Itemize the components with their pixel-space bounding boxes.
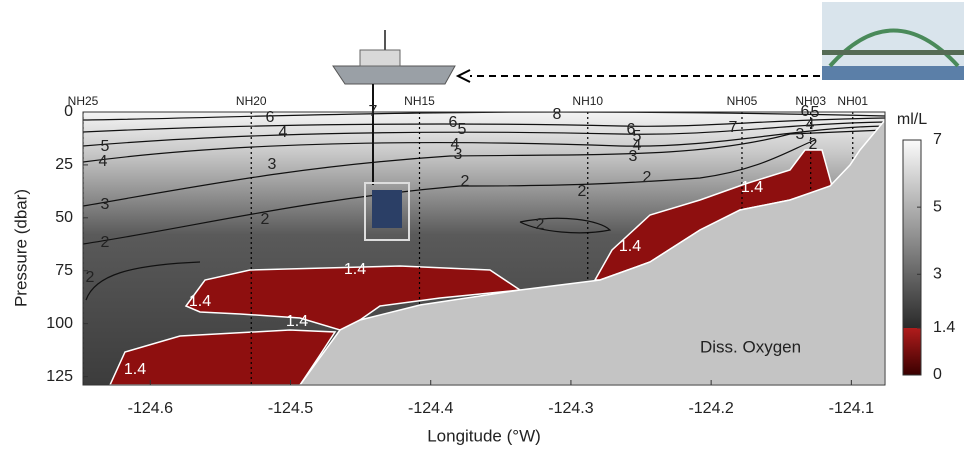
station-label: NH01 (837, 94, 868, 108)
contour-label: 2 (536, 216, 545, 233)
colorbar-tick-label: 1.4 (933, 319, 955, 336)
colorbar: 0 1.4 3 5 7 (903, 131, 955, 383)
x-tick-label: -124.1 (829, 400, 874, 417)
chart: Diss. Oxygen Longitude (°W) Pressure (db… (0, 0, 964, 450)
y-tick-label: 75 (55, 262, 73, 279)
rosette-bottles (372, 190, 402, 228)
contour-label: 1.4 (124, 361, 146, 378)
colorbar-tick-label: 0 (933, 366, 942, 383)
contour-label: 4 (806, 116, 815, 133)
station-label: NH25 (68, 94, 99, 108)
x-tick-label: -124.5 (268, 400, 313, 417)
ship-hull (333, 66, 455, 84)
contour-label: 6 (449, 114, 458, 131)
contour-label: 1.4 (189, 293, 211, 310)
y-tick-label: 50 (55, 209, 73, 226)
colorbar-tick-label: 3 (933, 266, 942, 283)
x-axis-label: Longitude (°W) (427, 426, 541, 445)
arrow-head (458, 70, 470, 82)
bridge-deck (822, 50, 964, 55)
contour-label: 2 (261, 211, 270, 228)
x-tick-label: -124.6 (128, 400, 173, 417)
contour-label: 4 (279, 124, 288, 141)
contour-label: 1.4 (741, 179, 763, 196)
contour-label: 6 (266, 109, 275, 126)
x-tick-label: -124.2 (688, 400, 733, 417)
contour-label: 1.4 (619, 238, 641, 255)
contour-label: 4 (99, 153, 108, 170)
ship-cabin (360, 50, 400, 66)
contour-label: 1.4 (286, 313, 308, 330)
contour-label: 3 (101, 196, 110, 213)
contour-label: 2 (101, 234, 110, 251)
colorbar-tick-label: 5 (933, 198, 942, 215)
contour-label: 2 (643, 169, 652, 186)
contour-label: 1.4 (344, 261, 366, 278)
station-label: NH15 (404, 94, 435, 108)
y-axis-label: Pressure (dbar) (11, 189, 30, 307)
colorbar-label: ml/L (897, 111, 927, 128)
colorbar-tick-label: 7 (933, 131, 942, 148)
contour-label: 3 (268, 156, 277, 173)
annotation: Diss. Oxygen (700, 337, 801, 356)
bridge (822, 2, 964, 80)
y-tick-label: 125 (46, 368, 73, 385)
contour-label: 3 (796, 126, 805, 143)
contour-label: 7 (369, 103, 378, 120)
y-tick-label: 100 (46, 315, 73, 332)
page: Diss. Oxygen Longitude (°W) Pressure (db… (0, 0, 964, 450)
x-tick-label: -124.4 (408, 400, 453, 417)
contour-label: 7 (729, 119, 738, 136)
station-label: NH10 (572, 94, 603, 108)
x-tick-label: -124.3 (548, 400, 593, 417)
contour-label: 8 (553, 106, 562, 123)
contour-label: 2 (809, 136, 818, 153)
y-tick-label: 25 (55, 156, 73, 173)
station-label: NH05 (727, 94, 758, 108)
contour-label: 3 (454, 146, 463, 163)
contour-label: 2 (461, 173, 470, 190)
ship (333, 30, 455, 84)
contour-label: 3 (629, 148, 638, 165)
bridge-water (822, 66, 964, 80)
colorbar-scale (903, 140, 921, 375)
station-label: NH20 (236, 94, 267, 108)
contour-label: 2 (578, 183, 587, 200)
contour-label: 2 (86, 269, 95, 286)
